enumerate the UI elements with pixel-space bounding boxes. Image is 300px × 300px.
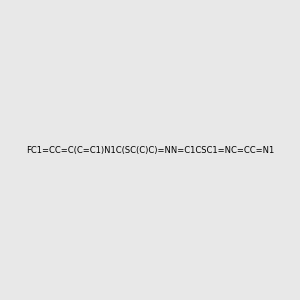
Text: FC1=CC=C(C=C1)N1C(SC(C)C)=NN=C1CSC1=NC=CC=N1: FC1=CC=C(C=C1)N1C(SC(C)C)=NN=C1CSC1=NC=C… [26, 146, 274, 154]
